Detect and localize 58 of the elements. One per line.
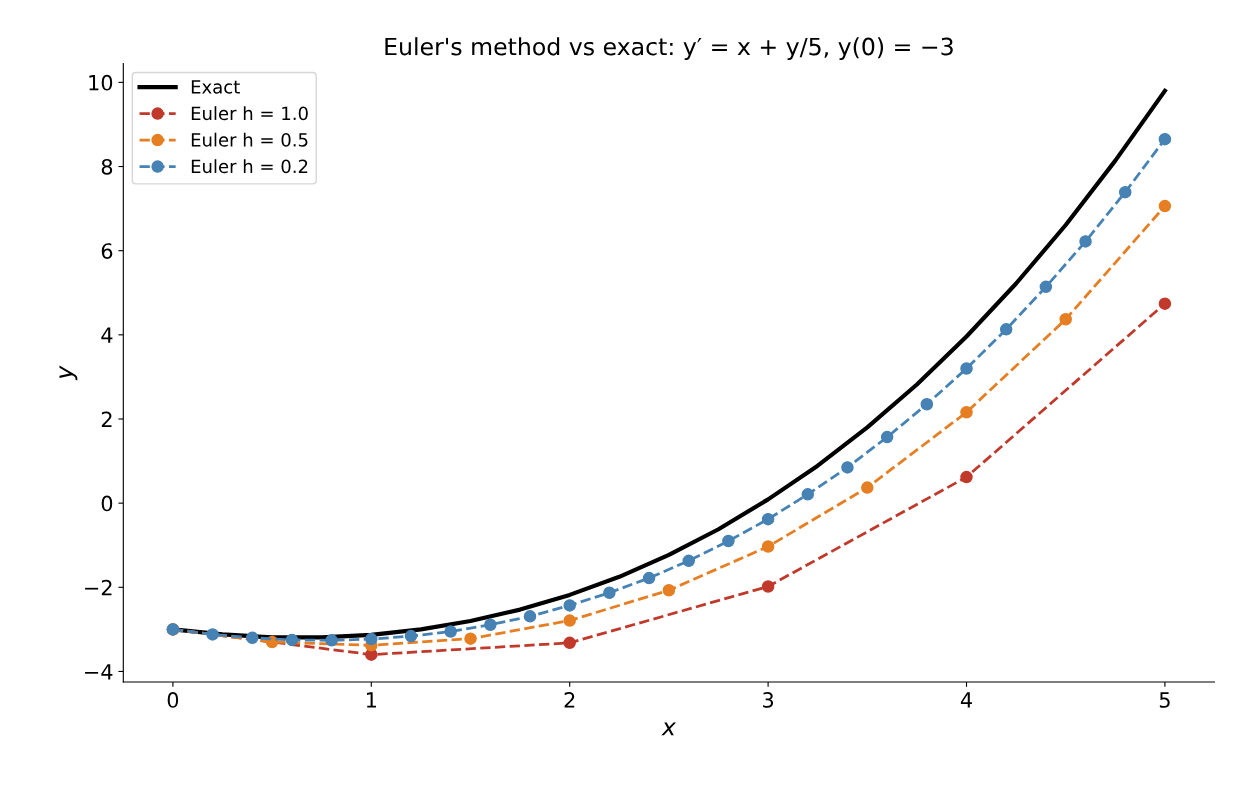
- point: [761, 512, 775, 526]
- point: [761, 540, 775, 553]
- point: [960, 362, 973, 375]
- point: [464, 632, 477, 645]
- point: [880, 430, 894, 444]
- y-tick-label: −4: [85, 664, 113, 680]
- x-tick-label: 4: [960, 692, 972, 708]
- x-tick-label: 1: [366, 692, 376, 708]
- legend-label: Euler h = 0.5: [191, 132, 308, 147]
- point: [206, 628, 219, 641]
- point: [1158, 297, 1172, 310]
- point: [999, 323, 1013, 336]
- point: [662, 584, 676, 597]
- point: [1059, 313, 1072, 326]
- y-tick-label: 0: [101, 495, 113, 512]
- x-tick-label: 0: [167, 692, 179, 708]
- point: [960, 406, 973, 419]
- point: [761, 580, 775, 593]
- point: [861, 481, 874, 494]
- point: [603, 586, 616, 600]
- legend-label: Exact: [191, 80, 240, 94]
- point: [1158, 199, 1172, 213]
- y-tick-label: −2: [85, 579, 112, 596]
- point: [920, 398, 934, 411]
- point: [325, 634, 338, 647]
- point: [444, 625, 457, 638]
- y-tick-label: 4: [101, 327, 113, 343]
- point: [801, 488, 815, 501]
- x-tick-label: 5: [1159, 692, 1170, 708]
- legend-label: Euler h = 0.2: [191, 159, 308, 174]
- y-tick-label: 10: [89, 74, 113, 91]
- y-tick-label: 2: [101, 411, 112, 427]
- point: [1079, 235, 1092, 248]
- point: [285, 633, 299, 647]
- y-tick-label: 6: [101, 243, 113, 259]
- point: [365, 632, 378, 646]
- legend-label: Euler h = 1.0: [191, 106, 308, 121]
- y-tick-label: 8: [101, 158, 113, 175]
- point: [1158, 132, 1172, 146]
- point: [484, 618, 497, 632]
- chart-title: Euler's method vs exact: y′ = x + y/5, y(0) = −3: [385, 37, 953, 61]
- point: [246, 631, 259, 645]
- point: [563, 636, 576, 650]
- x-tick-label: 3: [763, 692, 774, 708]
- point: [1118, 185, 1132, 199]
- point: [563, 614, 576, 627]
- point: [960, 470, 973, 484]
- point: [642, 571, 656, 585]
- point: [682, 554, 695, 568]
- point: [722, 534, 735, 548]
- point: [523, 610, 537, 623]
- point: [841, 461, 854, 474]
- x-tick-label: 2: [564, 692, 575, 708]
- point: [563, 599, 576, 612]
- y-axis-title: y: [59, 365, 78, 381]
- point: [404, 629, 418, 643]
- x-axis-title: x: [661, 722, 677, 736]
- point: [1039, 280, 1053, 294]
